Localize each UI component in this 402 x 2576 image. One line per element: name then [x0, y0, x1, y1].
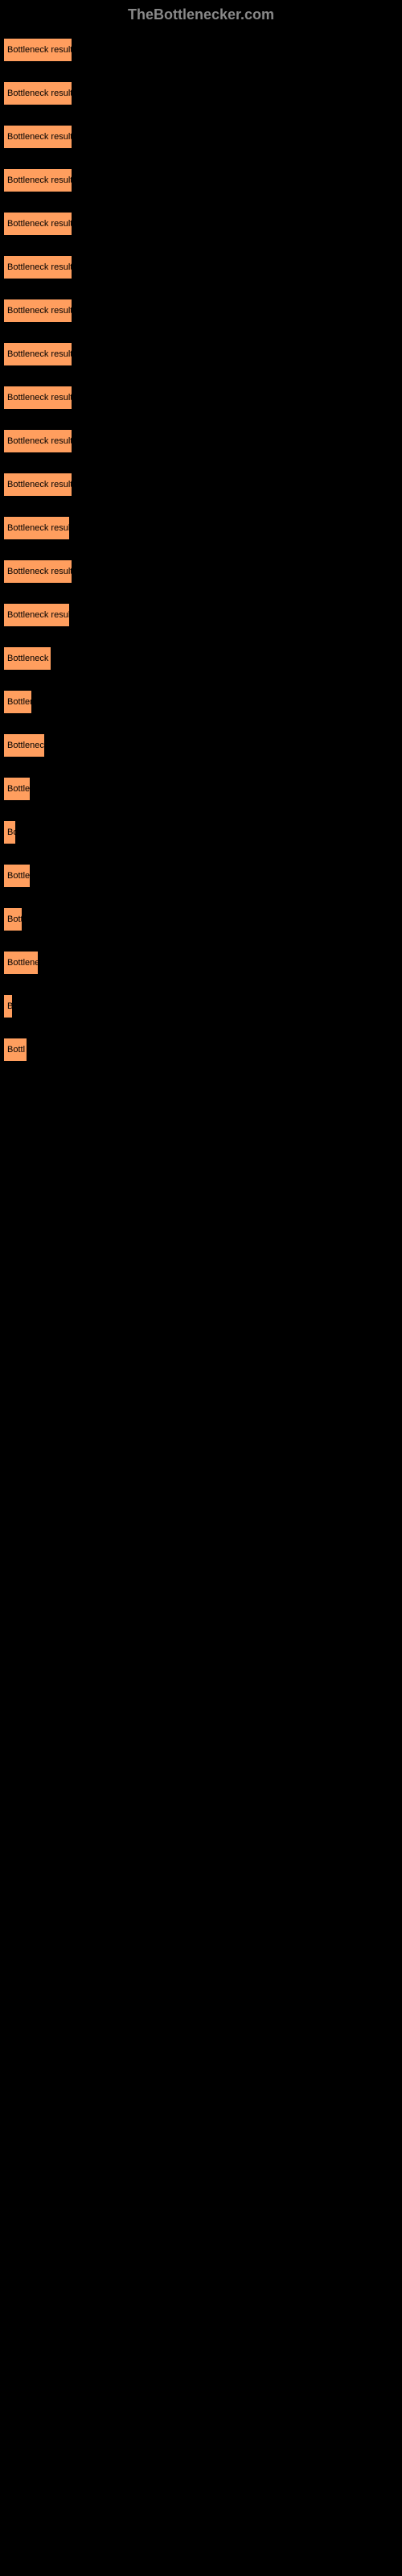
bar-row: Bottleneck result	[3, 559, 72, 584]
chart-bar[interactable]: Bottleneck	[3, 733, 45, 758]
bar-row: Bott	[3, 907, 23, 931]
bar-label: Bottleneck result	[7, 349, 72, 359]
chart-bar[interactable]: Bottleneck result	[3, 603, 70, 627]
bar-label: Bott	[7, 914, 23, 924]
bar-row: Bottlene	[3, 951, 39, 975]
bar-label: Bottl	[7, 1045, 25, 1055]
bar-row: Bottleneck result	[3, 386, 72, 410]
bar-row: Bottleneck result	[3, 81, 72, 105]
bar-row: Bottleneck result	[3, 342, 72, 366]
bar-row: Bottleneck result	[3, 38, 72, 62]
chart-bar[interactable]: Bott	[3, 907, 23, 931]
chart-bar[interactable]: Bottleneck result	[3, 125, 72, 149]
bar-label: Bottleneck result	[7, 610, 70, 620]
bar-row: Bottleneck result	[3, 516, 70, 540]
chart-bar[interactable]: B	[3, 994, 13, 1018]
bar-row: Bottleneck result	[3, 603, 70, 627]
bar-row: Bottleneck result	[3, 299, 72, 323]
bar-label: Bottleneck result	[7, 567, 72, 576]
bar-label: Bottleneck result	[7, 175, 72, 185]
bar-row: Bottleneck result	[3, 429, 72, 453]
bar-row: B	[3, 994, 13, 1018]
bar-label: Bottleneck	[7, 741, 45, 750]
bar-label: Bottle	[7, 784, 30, 794]
chart-bar[interactable]: Bottle	[3, 864, 31, 888]
bar-row: Bottlen	[3, 690, 32, 714]
bar-label: Bottleneck result	[7, 480, 72, 489]
chart-bar[interactable]: Bottleneck result	[3, 342, 72, 366]
bar-label: Bottleneck result	[7, 436, 72, 446]
bar-row: Bottleneck r	[3, 646, 51, 671]
bar-row: Bottl	[3, 1038, 27, 1062]
chart-bar[interactable]: Bottleneck result	[3, 38, 72, 62]
bar-label: Bottleneck result	[7, 132, 72, 142]
site-title: TheBottlenecker.com	[128, 6, 274, 23]
bar-row: Bottle	[3, 864, 31, 888]
chart-bar[interactable]: Bottleneck r	[3, 646, 51, 671]
chart-bar[interactable]: Bottlen	[3, 690, 32, 714]
bar-label: Bottleneck result	[7, 523, 70, 533]
bar-label: Bottleneck result	[7, 262, 72, 272]
chart-bar[interactable]: Bottleneck result	[3, 81, 72, 105]
bar-label: Bottleneck r	[7, 654, 51, 663]
chart-bar[interactable]: Bottleneck result	[3, 168, 72, 192]
chart-bar[interactable]: Bottleneck result	[3, 299, 72, 323]
bar-row: Bottleneck	[3, 733, 45, 758]
bar-label: Bottlen	[7, 697, 32, 707]
bar-row: Bottleneck result	[3, 473, 72, 497]
bar-chart: Bottleneck result Bottleneck result Bottle…	[0, 38, 402, 1068]
bar-label: Bo	[7, 828, 16, 837]
bar-label: Bottlene	[7, 958, 39, 968]
chart-bar[interactable]: Bottleneck result	[3, 386, 72, 410]
chart-bar[interactable]: Bottleneck result	[3, 212, 72, 236]
bar-row: Bottle	[3, 777, 31, 801]
bar-row: Bottleneck result	[3, 212, 72, 236]
chart-bar[interactable]: Bo	[3, 820, 16, 844]
chart-bar[interactable]: Bottleneck result	[3, 516, 70, 540]
chart-bar[interactable]: Bottlene	[3, 951, 39, 975]
bar-label: Bottleneck result	[7, 45, 72, 55]
bar-row: Bottleneck result	[3, 125, 72, 149]
bar-label: Bottleneck result	[7, 219, 72, 229]
chart-bar[interactable]: Bottl	[3, 1038, 27, 1062]
chart-bar[interactable]: Bottleneck result	[3, 255, 72, 279]
site-header: TheBottlenecker.com	[0, 0, 402, 30]
bar-row: Bottleneck result	[3, 255, 72, 279]
bar-label: Bottleneck result	[7, 306, 72, 316]
bar-label: Bottle	[7, 871, 30, 881]
bar-label: Bottleneck result	[7, 393, 72, 402]
bar-label: B	[7, 1001, 13, 1011]
chart-bar[interactable]: Bottleneck result	[3, 559, 72, 584]
chart-bar[interactable]: Bottle	[3, 777, 31, 801]
chart-bar[interactable]: Bottleneck result	[3, 473, 72, 497]
chart-bar[interactable]: Bottleneck result	[3, 429, 72, 453]
bar-row: Bottleneck result	[3, 168, 72, 192]
bar-label: Bottleneck result	[7, 89, 72, 98]
bar-row: Bo	[3, 820, 16, 844]
